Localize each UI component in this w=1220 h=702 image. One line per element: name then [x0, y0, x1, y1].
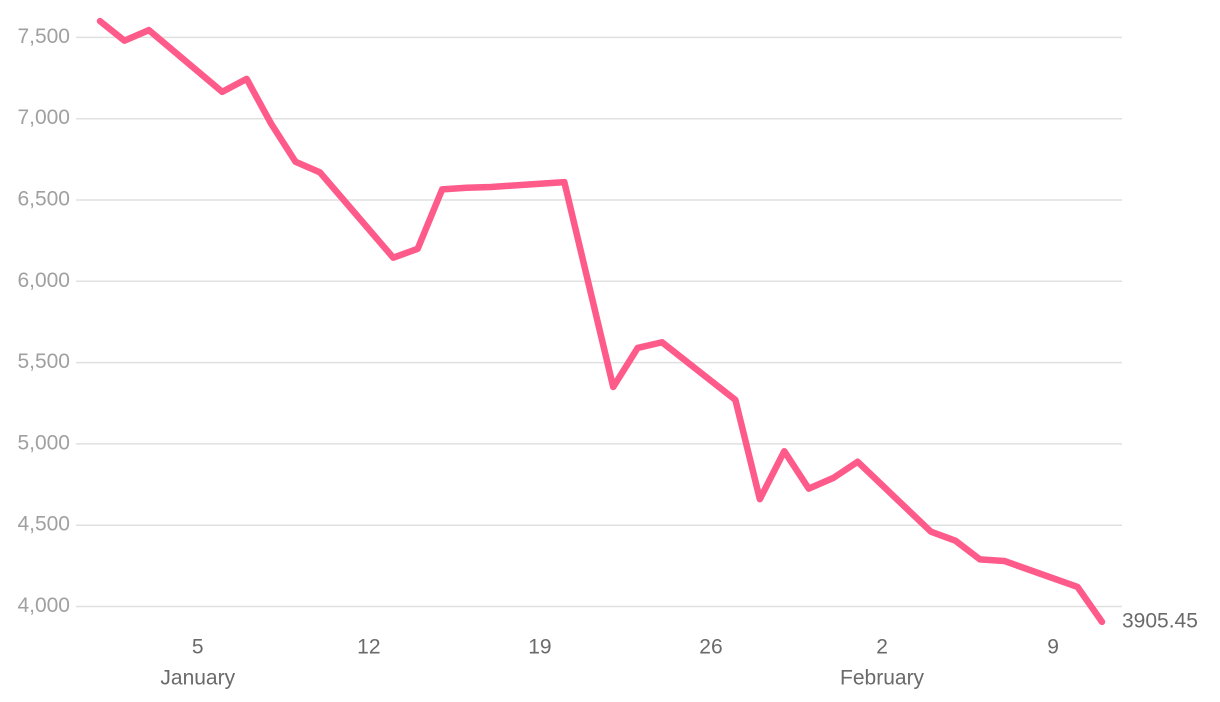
x-tick-label: 26 — [699, 636, 722, 659]
x-month-label: January — [160, 667, 235, 690]
y-tick-label: 6,000 — [17, 269, 70, 292]
x-tick-label: 9 — [1047, 636, 1059, 659]
x-tick-label: 19 — [528, 636, 551, 659]
y-tick-label: 4,500 — [17, 513, 70, 536]
y-tick-label: 4,000 — [17, 594, 70, 617]
y-tick-label: 5,500 — [17, 350, 70, 373]
x-tick-label: 12 — [357, 636, 380, 659]
end-value-label: 3905.45 — [1122, 609, 1198, 632]
x-month-label: February — [840, 667, 925, 690]
y-tick-label: 5,000 — [17, 431, 70, 454]
x-tick-label: 2 — [876, 636, 888, 659]
y-tick-label: 7,500 — [17, 25, 70, 48]
data-line — [96, 17, 1106, 626]
y-tick-label: 7,000 — [17, 106, 70, 129]
x-tick-label: 5 — [192, 636, 204, 659]
y-tick-label: 6,500 — [17, 188, 70, 211]
